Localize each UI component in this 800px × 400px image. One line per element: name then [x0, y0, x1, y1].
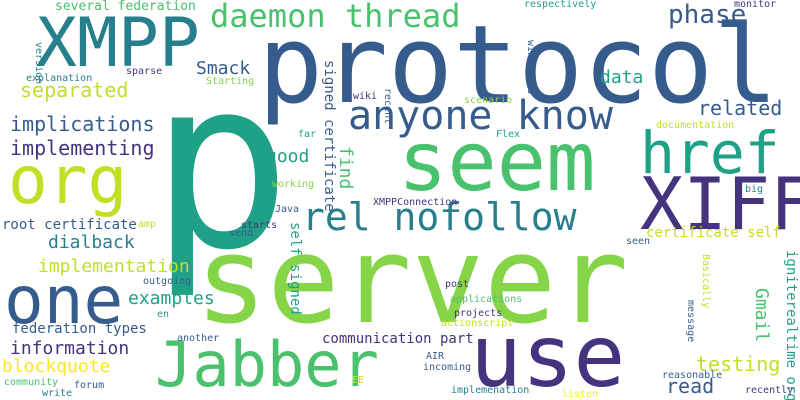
cloud-word: Java [275, 204, 300, 215]
cloud-word: rel nofollow [302, 195, 577, 239]
cloud-word: protocol [258, 3, 779, 128]
cloud-word: daemon thread [210, 0, 461, 35]
cloud-word: respectively [524, 0, 597, 10]
cloud-word: wiki [353, 91, 378, 102]
cloud-word: recently [745, 385, 794, 396]
cloud-word: Flex [496, 129, 521, 140]
cloud-word: reasonable [662, 370, 723, 381]
cloud-word: org [8, 142, 128, 219]
cloud-word: far [298, 129, 317, 140]
cloud-word: federation types [12, 321, 147, 337]
cloud-word: read [666, 374, 715, 398]
cloud-word: signed certificate [321, 60, 337, 212]
cloud-word: XMPPConnection [373, 197, 458, 208]
cloud-word: igniterealtime org [783, 250, 799, 400]
cloud-word: self signed [287, 222, 303, 315]
cloud-word: recent [382, 88, 393, 125]
cloud-word: forum [74, 380, 105, 391]
cloud-word: community [4, 377, 59, 388]
cloud-word: Gmail [751, 288, 772, 343]
cloud-word: message [685, 300, 696, 343]
cloud-word: implemenation [451, 385, 530, 396]
cloud-word: several federation [55, 0, 196, 14]
cloud-word: post [445, 279, 470, 290]
cloud-word: EE [352, 375, 365, 386]
cloud-word: Smack [196, 58, 251, 79]
cloud-word: dialback [48, 232, 135, 253]
cloud-word: testing [696, 352, 781, 376]
cloud-word: href [640, 119, 780, 187]
cloud-word: wikipedia [525, 40, 536, 95]
cloud-word: information [10, 338, 130, 359]
cloud-word: anyone know [348, 93, 613, 139]
cloud-word: examples [128, 288, 215, 309]
cloud-word: certificate self [646, 225, 781, 241]
cloud-word: version [33, 42, 44, 85]
cloud-word: phase [668, 0, 747, 30]
cloud-word: use [470, 307, 626, 400]
cloud-word: separated [20, 78, 129, 102]
cloud-word: applications [450, 294, 523, 305]
cloud-word: working [272, 179, 315, 190]
cloud-word: p [150, 29, 292, 302]
cloud-word: outgoing [143, 276, 192, 287]
cloud-word: send [229, 228, 254, 239]
cloud-word: implementing [10, 136, 155, 160]
cloud-word: projects [454, 308, 503, 319]
cloud-word: listen [562, 389, 599, 400]
cloud-word: data [600, 67, 644, 88]
cloud-word: implementation [38, 256, 190, 277]
cloud-word: XMPP [36, 4, 200, 83]
cloud-word: Jabber [155, 328, 379, 400]
cloud-word: blockquote [2, 356, 111, 377]
cloud-word: good [266, 146, 310, 167]
cloud-word: seem [398, 115, 596, 210]
cloud-word: another [177, 333, 220, 344]
cloud-word: implications [10, 112, 155, 136]
cloud-word: Basically [700, 254, 711, 309]
cloud-word: en [157, 309, 170, 320]
cloud-word: find [335, 146, 356, 190]
cloud-word: starts [241, 220, 278, 231]
cloud-word: monitor [734, 0, 777, 10]
cloud-word: seen [626, 236, 651, 247]
cloud-word: documentation [656, 120, 735, 131]
cloud-word: AIR [426, 351, 445, 362]
cloud-word: explanation [26, 73, 93, 84]
cloud-word: sparse [126, 66, 163, 77]
cloud-word: Starting [206, 76, 255, 87]
cloud-word: communication part [322, 331, 474, 347]
cloud-word: server [195, 212, 629, 351]
cloud-word: root certificate [2, 217, 137, 233]
cloud-word: amp [138, 219, 157, 230]
cloud-word: scenario [464, 95, 513, 106]
cloud-word: actionscript [441, 318, 514, 329]
cloud-word: big [745, 184, 764, 195]
cloud-word: one [4, 262, 124, 339]
cloud-word: XIFF [640, 162, 800, 246]
cloud-word: write [42, 388, 73, 399]
cloud-word: incoming [423, 362, 472, 373]
cloud-word: related [698, 96, 783, 120]
